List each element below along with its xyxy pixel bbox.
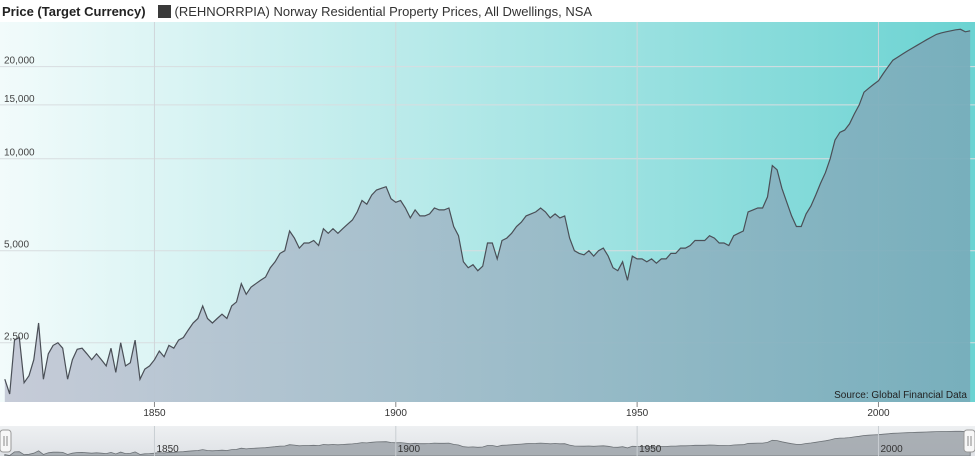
x-tick-label: 1850 xyxy=(143,408,166,419)
navigator-label: 1850 xyxy=(156,444,179,455)
x-axis-ticks: 1850 1900 1950 2000 xyxy=(143,402,890,419)
legend-swatch xyxy=(157,4,171,18)
source-label: Source: Global Financial Data xyxy=(834,390,967,401)
y-tick-label: 15,000 xyxy=(4,94,35,105)
navigator[interactable]: 1850 1900 1950 2000 xyxy=(0,426,975,456)
y-axis-title: Price (Target Currency) xyxy=(2,3,146,19)
y-tick-label: 20,000 xyxy=(4,56,35,67)
navigator-label: 2000 xyxy=(880,444,903,455)
navigator-handle-right[interactable] xyxy=(963,429,975,453)
navigator-label: 1900 xyxy=(398,444,421,455)
x-tick-label: 1950 xyxy=(626,408,649,419)
series-area xyxy=(4,28,971,403)
x-tick-label: 2000 xyxy=(867,408,890,419)
y-axis-ticks: 2,500 5,000 10,000 15,000 20,000 xyxy=(4,56,35,343)
legend-label: (REHNORRPIA) Norway Residential Property… xyxy=(174,3,593,19)
y-tick-label: 2,500 xyxy=(4,332,29,343)
x-tick-label: 1900 xyxy=(385,408,408,419)
navigator-handle-left[interactable] xyxy=(0,429,12,453)
series-fill xyxy=(4,29,971,403)
y-tick-label: 10,000 xyxy=(4,148,35,159)
navigator-area xyxy=(4,430,971,456)
navigator-labels: 1850 1900 1950 2000 xyxy=(153,426,903,456)
navigator-label: 1950 xyxy=(639,444,662,455)
navigator-series xyxy=(4,430,971,456)
legend-item[interactable]: (REHNORRPIA) Norway Residential Property… xyxy=(157,3,593,19)
y-tick-label: 5,000 xyxy=(4,240,29,251)
chart-header: Price (Target Currency) (REHNORRPIA) Nor… xyxy=(0,0,975,22)
series-line[interactable] xyxy=(4,28,971,395)
